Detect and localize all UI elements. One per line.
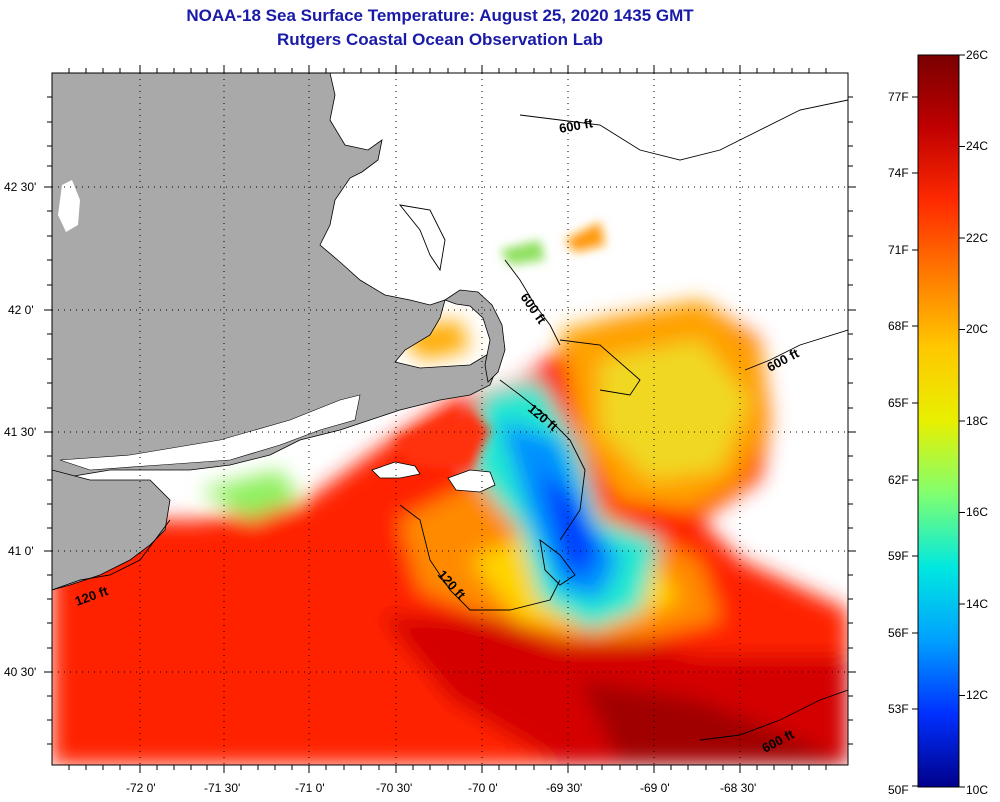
colorbar-celsius-label: 26C xyxy=(966,48,988,62)
colorbar-fahrenheit-label: 77F xyxy=(888,90,909,104)
colorbar-fahrenheit-label: 56F xyxy=(888,626,909,640)
colorbar-celsius-label: 10C xyxy=(966,783,988,797)
sst-field xyxy=(52,300,848,765)
colorbar-fahrenheit-label: 53F xyxy=(888,702,909,716)
colorbar-fahrenheit-label: 62F xyxy=(888,473,909,487)
lon-tick-label: -71 30' xyxy=(204,781,240,795)
colorbar-celsius-label: 24C xyxy=(966,139,988,153)
map-border xyxy=(51,72,849,766)
contour-shoal xyxy=(559,339,641,396)
colorbar-gradient xyxy=(917,54,960,788)
contour-120ft-west xyxy=(52,519,171,591)
contour-600ft-north xyxy=(519,99,848,161)
white-clip-left xyxy=(58,180,80,232)
contour-600ft-cape xyxy=(504,259,561,346)
land-mass xyxy=(52,73,501,481)
colorbar-celsius-label: 20C xyxy=(966,322,988,336)
lon-tick-label: -68 30' xyxy=(720,781,756,795)
contour-600ft-south xyxy=(699,689,848,741)
lon-tick-label: -69 0' xyxy=(640,781,670,795)
colorbar-fahrenheit-label: 74F xyxy=(888,166,909,180)
colorbar-fahrenheit-label: 65F xyxy=(888,396,909,410)
depth-contours xyxy=(52,99,848,741)
lon-tick-label: -70 30' xyxy=(376,781,412,795)
colorbar-fahrenheit-label: 71F xyxy=(888,243,909,257)
colorbar-celsius-label: 12C xyxy=(966,688,988,702)
lon-tick-label: -70 0' xyxy=(468,781,498,795)
map-frame-content: 600 ft 600 ft 600 ft 600 ft 120 ft 120 f… xyxy=(52,73,848,765)
nantucket xyxy=(447,469,496,493)
lat-tick-label: 41 30' xyxy=(4,425,36,439)
lat-tick-label: 42 0' xyxy=(8,303,34,317)
colorbar: 26C 24C 22C 20C 18C 16C 14C 12C 10C 77F … xyxy=(888,48,988,797)
lon-tick-label: -69 30' xyxy=(546,781,582,795)
contour-600ft-east xyxy=(744,329,848,371)
colorbar-celsius-label: 18C xyxy=(966,414,988,428)
colorbar-celsius-label: 14C xyxy=(966,597,988,611)
lat-tick-label: 40 30' xyxy=(4,665,36,679)
map-subtitle: Rutgers Coastal Ocean Observation Lab xyxy=(277,30,603,49)
lat-tick-label: 41 0' xyxy=(8,544,34,558)
contour-shoal-2 xyxy=(539,538,576,586)
colorbar-fahrenheit-label: 59F xyxy=(888,549,909,563)
lat-tick-label: 42 30' xyxy=(4,180,36,194)
lon-tick-label: -72 0' xyxy=(126,781,156,795)
contour-bank xyxy=(398,204,446,272)
contour-label: 600 ft xyxy=(558,115,595,136)
graticule xyxy=(52,73,848,765)
colorbar-fahrenheit-label: 68F xyxy=(888,319,909,333)
contour-120ft-south xyxy=(399,504,561,611)
colorbar-celsius-label: 22C xyxy=(966,231,988,245)
axis-ticks xyxy=(44,65,856,773)
coastal-white-strip xyxy=(59,394,361,471)
colorbar-celsius-label: 16C xyxy=(966,505,988,519)
map-title: NOAA-18 Sea Surface Temperature: August … xyxy=(186,6,694,25)
lon-tick-label: -71 0' xyxy=(295,781,325,795)
contour-120ft-mid xyxy=(499,379,586,541)
colorbar-ticks xyxy=(912,54,965,788)
colorbar-fahrenheit-label: 50F xyxy=(888,783,909,797)
cape-cod xyxy=(444,289,506,383)
latitude-labels: 42 30' 42 0' 41 30' 41 0' 40 30' xyxy=(4,180,36,679)
longitude-labels: -72 0' -71 30' -71 0' -70 30' -70 0' -69… xyxy=(126,781,756,795)
